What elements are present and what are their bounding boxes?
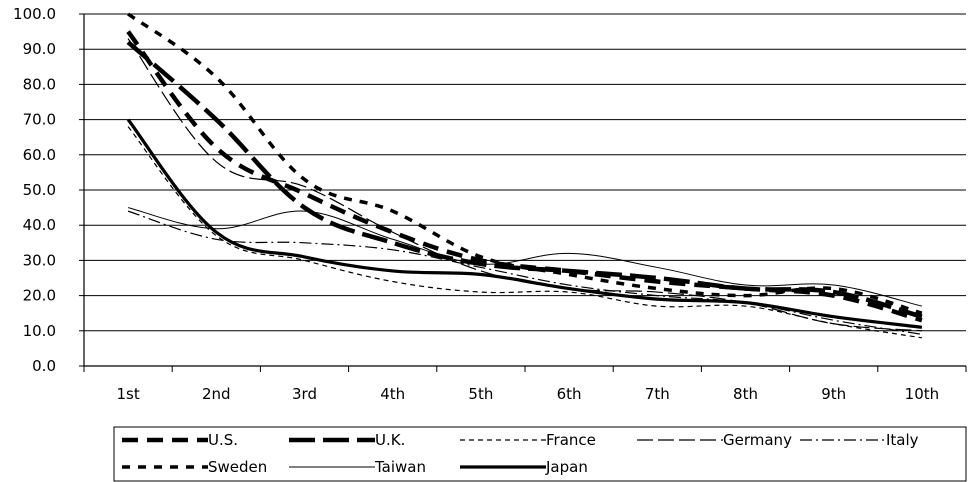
gridlines (79, 13, 966, 367)
series-line-italy (127, 210, 922, 335)
series-lines (126, 12, 923, 339)
x-tick-label: 8th (733, 385, 758, 403)
legend-label: Japan (545, 458, 588, 476)
x-tick-label: 9th (821, 385, 846, 403)
x-axis-tick-labels: 1st 2nd 3rd 4th 5th 6th 7th 8th 9th 10th (83, 366, 967, 403)
y-tick-label: 20.0 (23, 287, 56, 305)
series-line-sweden (127, 12, 923, 315)
x-tick-label: 6th (557, 385, 582, 403)
y-tick-label: 90.0 (23, 40, 56, 58)
x-tick-label: 5th (468, 385, 493, 403)
x-tick-label: 4th (380, 385, 405, 403)
legend-box (113, 426, 967, 482)
legend-label: Germany (723, 431, 792, 449)
legend-label: U.K. (375, 431, 405, 449)
series-line-germany (127, 38, 922, 332)
legend-label: Taiwan (374, 458, 426, 476)
legend-label: Italy (886, 431, 919, 449)
series-line-france (127, 126, 922, 339)
y-tick-label: 60.0 (23, 146, 56, 164)
x-tick-label: 2nd (202, 385, 231, 403)
series-line-uk (126, 40, 923, 319)
y-tick-label: 70.0 (23, 111, 56, 129)
series-line-taiwan (127, 207, 923, 307)
x-tick-label: 1st (116, 385, 139, 403)
y-tick-label: 40.0 (23, 216, 56, 234)
y-tick-label: 50.0 (23, 181, 56, 199)
y-axis-tick-labels: 0.0 10.0 20.0 30.0 40.0 50.0 60.0 70.0 80.0 90.0 1… (13, 5, 56, 375)
y-tick-label: 100.0 (13, 5, 56, 23)
legend-label: Sweden (208, 458, 267, 476)
legend-label: U.S. (208, 431, 238, 449)
y-tick-label: 80.0 (23, 75, 56, 93)
y-tick-label: 30.0 (23, 251, 56, 269)
y-tick-label: 10.0 (23, 322, 56, 340)
series-line-japan (126, 118, 923, 329)
legend: U.S. U.K. France Germany Italy Sweden Taiwan Ja… (113, 426, 967, 482)
x-tick-label: 3rd (292, 385, 317, 403)
legend-label: France (546, 431, 596, 449)
x-tick-label: 7th (645, 385, 670, 403)
x-tick-label: 10th (905, 385, 939, 403)
axes (83, 14, 966, 367)
y-tick-label: 0.0 (32, 357, 56, 375)
